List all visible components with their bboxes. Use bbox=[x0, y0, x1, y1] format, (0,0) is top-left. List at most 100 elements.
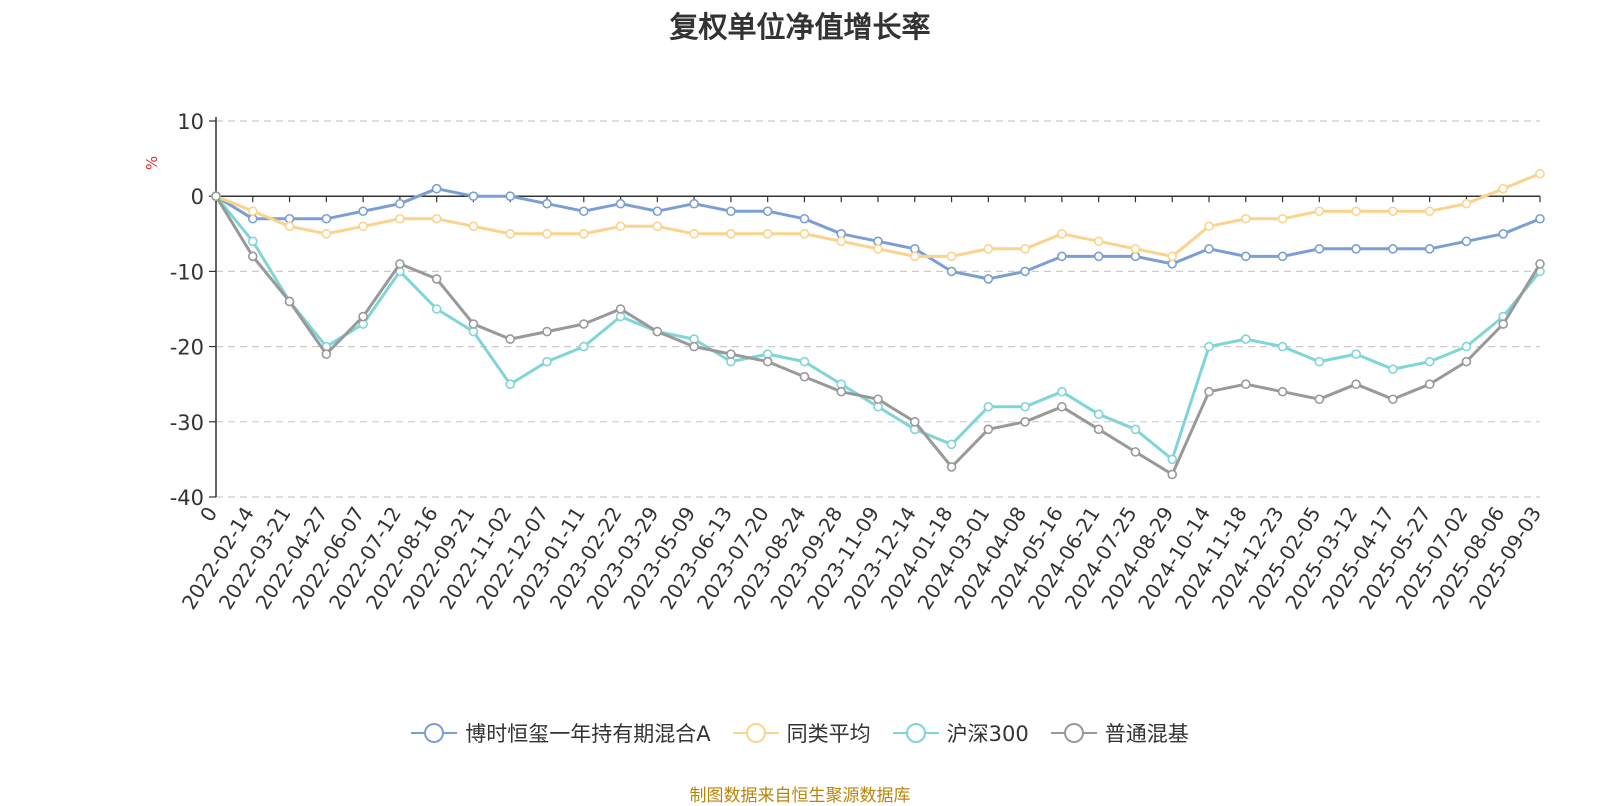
data-point bbox=[1351, 379, 1361, 390]
data-point bbox=[1314, 244, 1325, 254]
data-point bbox=[578, 319, 589, 329]
data-point bbox=[762, 206, 773, 217]
data-point bbox=[468, 319, 479, 329]
data-point bbox=[1277, 386, 1288, 397]
data-point bbox=[321, 213, 332, 224]
line-chart: % 02022-02-142022-03-212022-04-272022-06… bbox=[143, 110, 1546, 614]
data-point bbox=[689, 341, 699, 352]
data-point bbox=[1314, 394, 1325, 405]
data-point bbox=[542, 356, 552, 367]
data-point bbox=[726, 229, 736, 239]
data-point bbox=[983, 401, 994, 412]
data-point bbox=[1314, 206, 1325, 217]
data-point bbox=[1093, 424, 1104, 435]
data-point bbox=[1240, 334, 1251, 344]
data-point bbox=[431, 274, 442, 284]
data-point bbox=[1351, 244, 1361, 254]
data-point bbox=[983, 274, 994, 284]
data-point bbox=[946, 439, 957, 450]
data-point bbox=[1388, 394, 1398, 405]
data-point bbox=[1424, 206, 1435, 217]
data-point bbox=[1498, 229, 1509, 239]
data-point bbox=[1388, 364, 1398, 374]
data-point bbox=[1020, 244, 1030, 254]
data-point bbox=[652, 221, 663, 232]
data-point bbox=[505, 379, 516, 390]
data-point bbox=[358, 206, 368, 217]
data-point bbox=[431, 183, 442, 194]
data-point bbox=[1057, 229, 1067, 239]
data-point bbox=[542, 229, 552, 239]
legend-item[interactable]: 普通混基 bbox=[1050, 718, 1189, 748]
data-point bbox=[542, 198, 552, 209]
data-point bbox=[1498, 319, 1509, 329]
data-point bbox=[1461, 356, 1472, 367]
data-point bbox=[1277, 341, 1288, 352]
data-point bbox=[799, 229, 810, 239]
chart-title: 复权单位净值增长率 bbox=[669, 10, 931, 44]
data-point bbox=[395, 198, 405, 209]
data-point bbox=[321, 229, 332, 239]
data-point bbox=[1057, 251, 1067, 262]
data-point bbox=[946, 462, 957, 472]
data-point bbox=[615, 198, 626, 209]
legend-label: 沪深300 bbox=[946, 722, 1029, 746]
data-point bbox=[799, 213, 810, 224]
y-tick-label: -20 bbox=[170, 336, 204, 360]
legend-item[interactable]: 沪深300 bbox=[892, 718, 1029, 748]
data-point bbox=[1020, 416, 1030, 427]
legend-label: 博时恒玺一年持有期混合A bbox=[465, 722, 711, 746]
data-point bbox=[1130, 447, 1141, 457]
data-point bbox=[1277, 213, 1288, 224]
data-point bbox=[1167, 469, 1178, 480]
data-point bbox=[762, 356, 773, 367]
legend-item[interactable]: 博时恒玺一年持有期混合A bbox=[411, 718, 711, 748]
legend-marker-icon bbox=[892, 723, 939, 743]
data-point bbox=[1167, 251, 1178, 262]
data-point bbox=[1204, 221, 1214, 232]
data-point bbox=[799, 356, 810, 367]
data-point bbox=[983, 424, 994, 435]
legend-item[interactable]: 同类平均 bbox=[732, 718, 871, 748]
data-point bbox=[1093, 236, 1104, 247]
data-point bbox=[946, 251, 957, 262]
data-point bbox=[1240, 251, 1251, 262]
data-point bbox=[1388, 244, 1398, 254]
data-point bbox=[1204, 386, 1214, 397]
data-point bbox=[726, 349, 736, 359]
y-tick-label: 10 bbox=[177, 110, 204, 134]
data-point bbox=[836, 386, 847, 397]
y-tick-label: -30 bbox=[170, 411, 204, 435]
data-point bbox=[247, 251, 258, 262]
data-point bbox=[689, 198, 699, 209]
data-point bbox=[615, 221, 626, 232]
data-point bbox=[1461, 198, 1472, 209]
data-point bbox=[726, 206, 736, 217]
data-point bbox=[211, 191, 221, 201]
data-point bbox=[1167, 454, 1178, 465]
data-point bbox=[1130, 244, 1141, 254]
legend-marker-icon bbox=[1050, 723, 1097, 743]
data-point bbox=[652, 326, 663, 337]
data-point bbox=[1424, 244, 1435, 254]
data-point bbox=[873, 244, 883, 254]
data-point bbox=[542, 326, 552, 337]
data-point bbox=[1204, 244, 1214, 254]
y-tick-label: -40 bbox=[170, 486, 204, 510]
data-point bbox=[395, 213, 405, 224]
data-point bbox=[1498, 183, 1509, 194]
data-point bbox=[946, 266, 957, 277]
data-point bbox=[1057, 386, 1067, 397]
series-line-2 bbox=[214, 195, 1542, 461]
y-tick-label: 0 bbox=[191, 185, 204, 209]
data-point bbox=[1240, 213, 1251, 224]
data-point bbox=[615, 304, 626, 314]
data-point bbox=[1461, 341, 1472, 352]
data-point bbox=[1424, 356, 1435, 367]
data-point bbox=[578, 229, 589, 239]
data-point bbox=[1535, 259, 1545, 269]
series-line-0 bbox=[215, 187, 1541, 281]
y-tick-label: -10 bbox=[170, 260, 204, 284]
data-point bbox=[1130, 424, 1141, 435]
data-point bbox=[505, 334, 516, 344]
